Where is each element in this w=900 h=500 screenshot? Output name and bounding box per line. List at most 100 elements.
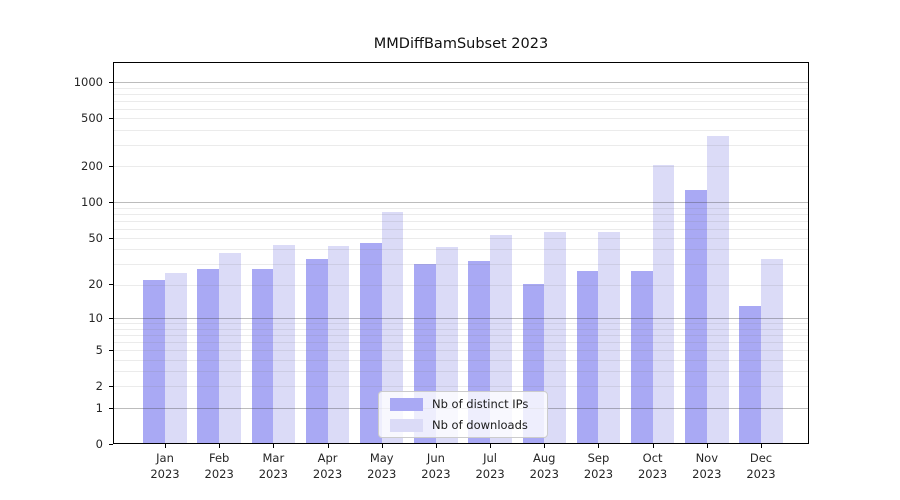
- major-gridline: [114, 318, 808, 320]
- bar-distinct-ips: [305, 259, 328, 443]
- minor-gridline: [114, 100, 808, 102]
- bar-downloads: [490, 234, 512, 443]
- x-tick-mark: [598, 444, 600, 448]
- minor-gridline: [114, 249, 808, 251]
- minor-gridline: [114, 207, 808, 209]
- y-tick-mark: [109, 350, 113, 352]
- y-tick-mark: [109, 318, 113, 320]
- minor-gridline: [114, 108, 808, 110]
- x-tick-mark: [435, 444, 437, 448]
- y-tick-mark: [109, 81, 113, 83]
- legend-label-distinct-ips: Nb of distinct IPs: [432, 397, 529, 411]
- minor-gridline: [114, 328, 808, 330]
- x-tick-label: Sep 2023: [583, 451, 614, 481]
- x-tick-mark: [273, 444, 275, 448]
- legend-label-downloads: Nb of downloads: [432, 418, 528, 432]
- x-tick-label: Oct 2023: [637, 451, 668, 481]
- bar-distinct-ips: [576, 271, 599, 443]
- x-tick-mark: [652, 444, 654, 448]
- bar-downloads: [327, 245, 350, 443]
- y-tick-mark: [109, 386, 113, 388]
- y-tick-label: 50: [88, 230, 103, 245]
- bar-downloads: [273, 244, 296, 443]
- major-gridline: [114, 202, 808, 204]
- y-tick-mark: [109, 407, 113, 409]
- x-tick-label: Dec 2023: [746, 451, 776, 481]
- legend: Nb of distinct IPs Nb of downloads: [378, 391, 548, 438]
- minor-gridline: [114, 166, 808, 168]
- bar-distinct-ips: [685, 190, 707, 443]
- bar-downloads: [652, 164, 675, 443]
- x-tick-label: Mar 2023: [258, 451, 288, 481]
- bar-distinct-ips: [197, 269, 220, 443]
- chart-title: MMDiffBamSubset 2023: [373, 36, 549, 52]
- minor-gridline: [114, 87, 808, 89]
- bar-distinct-ips: [360, 243, 382, 443]
- y-tick-mark: [109, 202, 113, 204]
- y-tick-label: 0: [95, 437, 103, 451]
- minor-gridline: [114, 118, 808, 120]
- x-tick-label: Jan 2023: [150, 451, 180, 481]
- major-gridline: [114, 82, 808, 83]
- x-tick-mark: [219, 444, 221, 448]
- x-tick-mark: [381, 444, 383, 448]
- y-tick-label: 500: [81, 111, 103, 126]
- y-tick-mark: [109, 118, 113, 120]
- legend-row-downloads: Nb of downloads: [379, 415, 547, 436]
- x-tick-mark: [761, 444, 762, 448]
- bar-downloads: [706, 136, 729, 443]
- minor-gridline: [114, 350, 808, 352]
- x-tick-mark: [490, 444, 492, 448]
- minor-gridline: [114, 323, 808, 325]
- bar-downloads: [598, 232, 621, 443]
- minor-gridline: [114, 228, 808, 230]
- y-tick-mark: [109, 444, 113, 445]
- bar-downloads: [761, 259, 783, 443]
- minor-gridline: [114, 284, 808, 286]
- legend-row-distinct-ips: Nb of distinct IPs: [379, 394, 547, 415]
- y-tick-mark: [109, 237, 113, 239]
- minor-gridline: [114, 371, 808, 373]
- x-tick-label: Nov 2023: [692, 451, 722, 481]
- y-tick-mark: [109, 284, 113, 286]
- minor-gridline: [114, 238, 808, 239]
- minor-gridline: [114, 359, 808, 361]
- downloads-swatch-icon: [390, 418, 423, 432]
- y-tick-label: 1000: [73, 74, 103, 89]
- minor-gridline: [114, 386, 808, 388]
- minor-gridline: [114, 93, 808, 95]
- minor-gridline: [114, 213, 808, 215]
- minor-gridline: [114, 335, 808, 336]
- bar-downloads: [219, 253, 241, 443]
- bar-downloads: [544, 232, 566, 443]
- x-tick-label: Apr 2023: [312, 451, 343, 481]
- distinct-ips-swatch-icon: [390, 397, 423, 411]
- x-tick-label: Jun 2023: [421, 451, 451, 481]
- y-tick-label: 100: [81, 195, 103, 210]
- y-tick-label: 200: [81, 159, 103, 174]
- x-tick-mark: [706, 444, 708, 448]
- bar-distinct-ips: [630, 271, 653, 443]
- minor-gridline: [114, 264, 808, 266]
- x-tick-mark: [544, 444, 546, 448]
- y-tick-label: 2: [95, 379, 103, 394]
- minor-gridline: [114, 129, 808, 131]
- x-tick-label: May 2023: [367, 451, 397, 481]
- x-tick-mark: [165, 444, 166, 448]
- y-tick-label: 20: [88, 277, 103, 292]
- bar-distinct-ips: [739, 305, 761, 443]
- y-tick-label: 5: [95, 343, 103, 358]
- y-tick-mark: [109, 166, 113, 168]
- x-tick-label: Jul 2023: [475, 451, 505, 481]
- y-tick-label: 10: [88, 311, 103, 326]
- bar-distinct-ips: [251, 269, 274, 443]
- bar-distinct-ips: [143, 279, 165, 443]
- bar-downloads: [165, 273, 187, 443]
- minor-gridline: [114, 342, 808, 343]
- minor-gridline: [114, 145, 808, 146]
- x-tick-label: Aug 2023: [529, 451, 559, 481]
- y-tick-label: 1: [95, 400, 103, 415]
